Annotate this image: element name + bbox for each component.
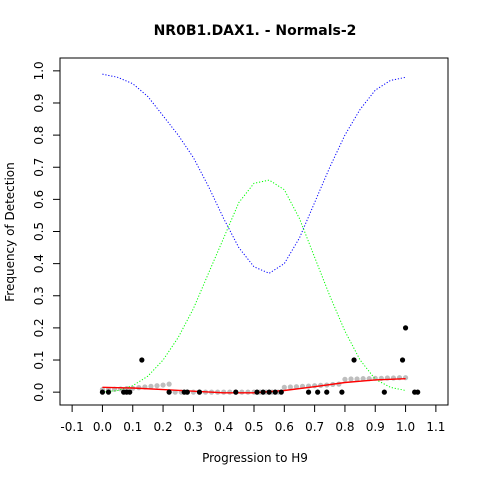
green-dotted-curve — [102, 180, 405, 392]
data-point — [106, 390, 111, 395]
plot-frame — [60, 58, 448, 405]
smoothed-point — [167, 382, 172, 387]
data-point — [127, 390, 132, 395]
x-tick-label: 0.6 — [275, 420, 294, 434]
smoothed-point — [348, 376, 353, 381]
y-tick-label: 0.5 — [32, 222, 46, 241]
x-tick-label: -0.1 — [60, 420, 83, 434]
data-point — [267, 390, 272, 395]
data-point — [351, 357, 356, 362]
x-tick-label: 0.9 — [366, 420, 385, 434]
data-point — [167, 390, 172, 395]
y-axis-title: Frequency of Detection — [3, 162, 17, 301]
x-tick-label: 0.1 — [123, 420, 142, 434]
data-point — [254, 390, 259, 395]
y-tick-label: 0.1 — [32, 350, 46, 369]
data-point — [339, 390, 344, 395]
x-tick-label: 0.2 — [154, 420, 173, 434]
blue-dotted-curve — [102, 74, 405, 273]
x-tick-label: 0.0 — [93, 420, 112, 434]
smoothed-point — [342, 377, 347, 382]
x-tick-label: 0.5 — [244, 420, 263, 434]
smoothed-point — [191, 390, 196, 395]
data-point — [306, 390, 311, 395]
x-tick-label: 0.3 — [184, 420, 203, 434]
smoothed-point — [403, 375, 408, 380]
data-point — [279, 390, 284, 395]
y-tick-label: 1.0 — [32, 61, 46, 80]
x-axis: -0.1 0.0 0.1 0.2 0.3 0.4 0.5 0.6 0.7 0.8 0.9 1.0 1.1 — [60, 405, 445, 434]
x-tick-label: 0.8 — [335, 420, 354, 434]
x-tick-label: 1.0 — [396, 420, 415, 434]
data-point — [260, 390, 265, 395]
smoothed-point — [282, 385, 287, 390]
data-point — [100, 390, 105, 395]
smoothed-point — [154, 383, 159, 388]
x-axis-title: Progression to H9 — [202, 451, 308, 465]
y-tick-label: 0.9 — [32, 93, 46, 112]
y-tick-label: 0.7 — [32, 158, 46, 177]
x-tick-label: 0.4 — [214, 420, 233, 434]
data-point — [400, 357, 405, 362]
data-point — [139, 357, 144, 362]
data-point — [415, 390, 420, 395]
data-point — [197, 390, 202, 395]
data-point — [185, 390, 190, 395]
y-tick-label: 0.0 — [32, 383, 46, 402]
plot-area — [100, 74, 420, 395]
y-tick-label: 0.8 — [32, 126, 46, 145]
y-tick-label: 0.4 — [32, 254, 46, 273]
smoothed-point — [160, 382, 165, 387]
y-tick-label: 0.2 — [32, 318, 46, 337]
data-point — [324, 390, 329, 395]
chart-title: NR0B1.DAX1. - Normals-2 — [154, 23, 357, 39]
data-point — [273, 390, 278, 395]
data-point — [382, 390, 387, 395]
x-tick-label: 0.7 — [305, 420, 324, 434]
data-point — [315, 390, 320, 395]
y-tick-label: 0.3 — [32, 286, 46, 305]
data-point — [233, 390, 238, 395]
x-tick-label: 1.1 — [426, 420, 445, 434]
y-axis: 0.0 0.1 0.2 0.3 0.4 0.5 0.6 0.7 0.8 0.9 1.0 — [32, 61, 60, 401]
data-point — [403, 325, 408, 330]
y-tick-label: 0.6 — [32, 190, 46, 209]
